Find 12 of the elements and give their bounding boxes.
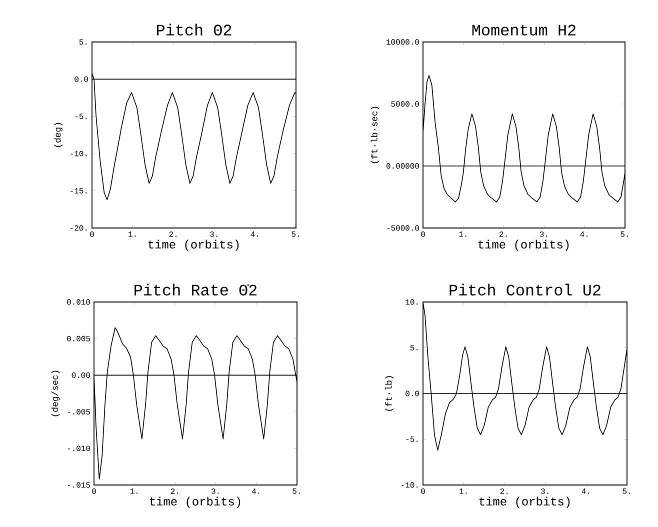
- x-axis-title: time (orbits): [478, 240, 569, 251]
- x-axis-title: time (orbits): [479, 496, 570, 508]
- chart-title: Momentum H2: [472, 24, 576, 36]
- y-axis-title: (deg/sec): [51, 370, 60, 416]
- chart-title: Pitch Rate Θ̇2: [134, 284, 257, 296]
- y-axis-title: (ft·lb): [385, 376, 394, 411]
- y-axis-title: (deg): [54, 123, 63, 147]
- x-axis-title: time (orbits): [150, 496, 240, 508]
- chart-title: Pitch Control U2: [450, 284, 600, 296]
- chart-title: Pitch Θ2: [157, 24, 232, 36]
- y-axis-title: (ft·lb·sec): [370, 106, 380, 164]
- x-axis-title: time (orbits): [148, 240, 239, 251]
